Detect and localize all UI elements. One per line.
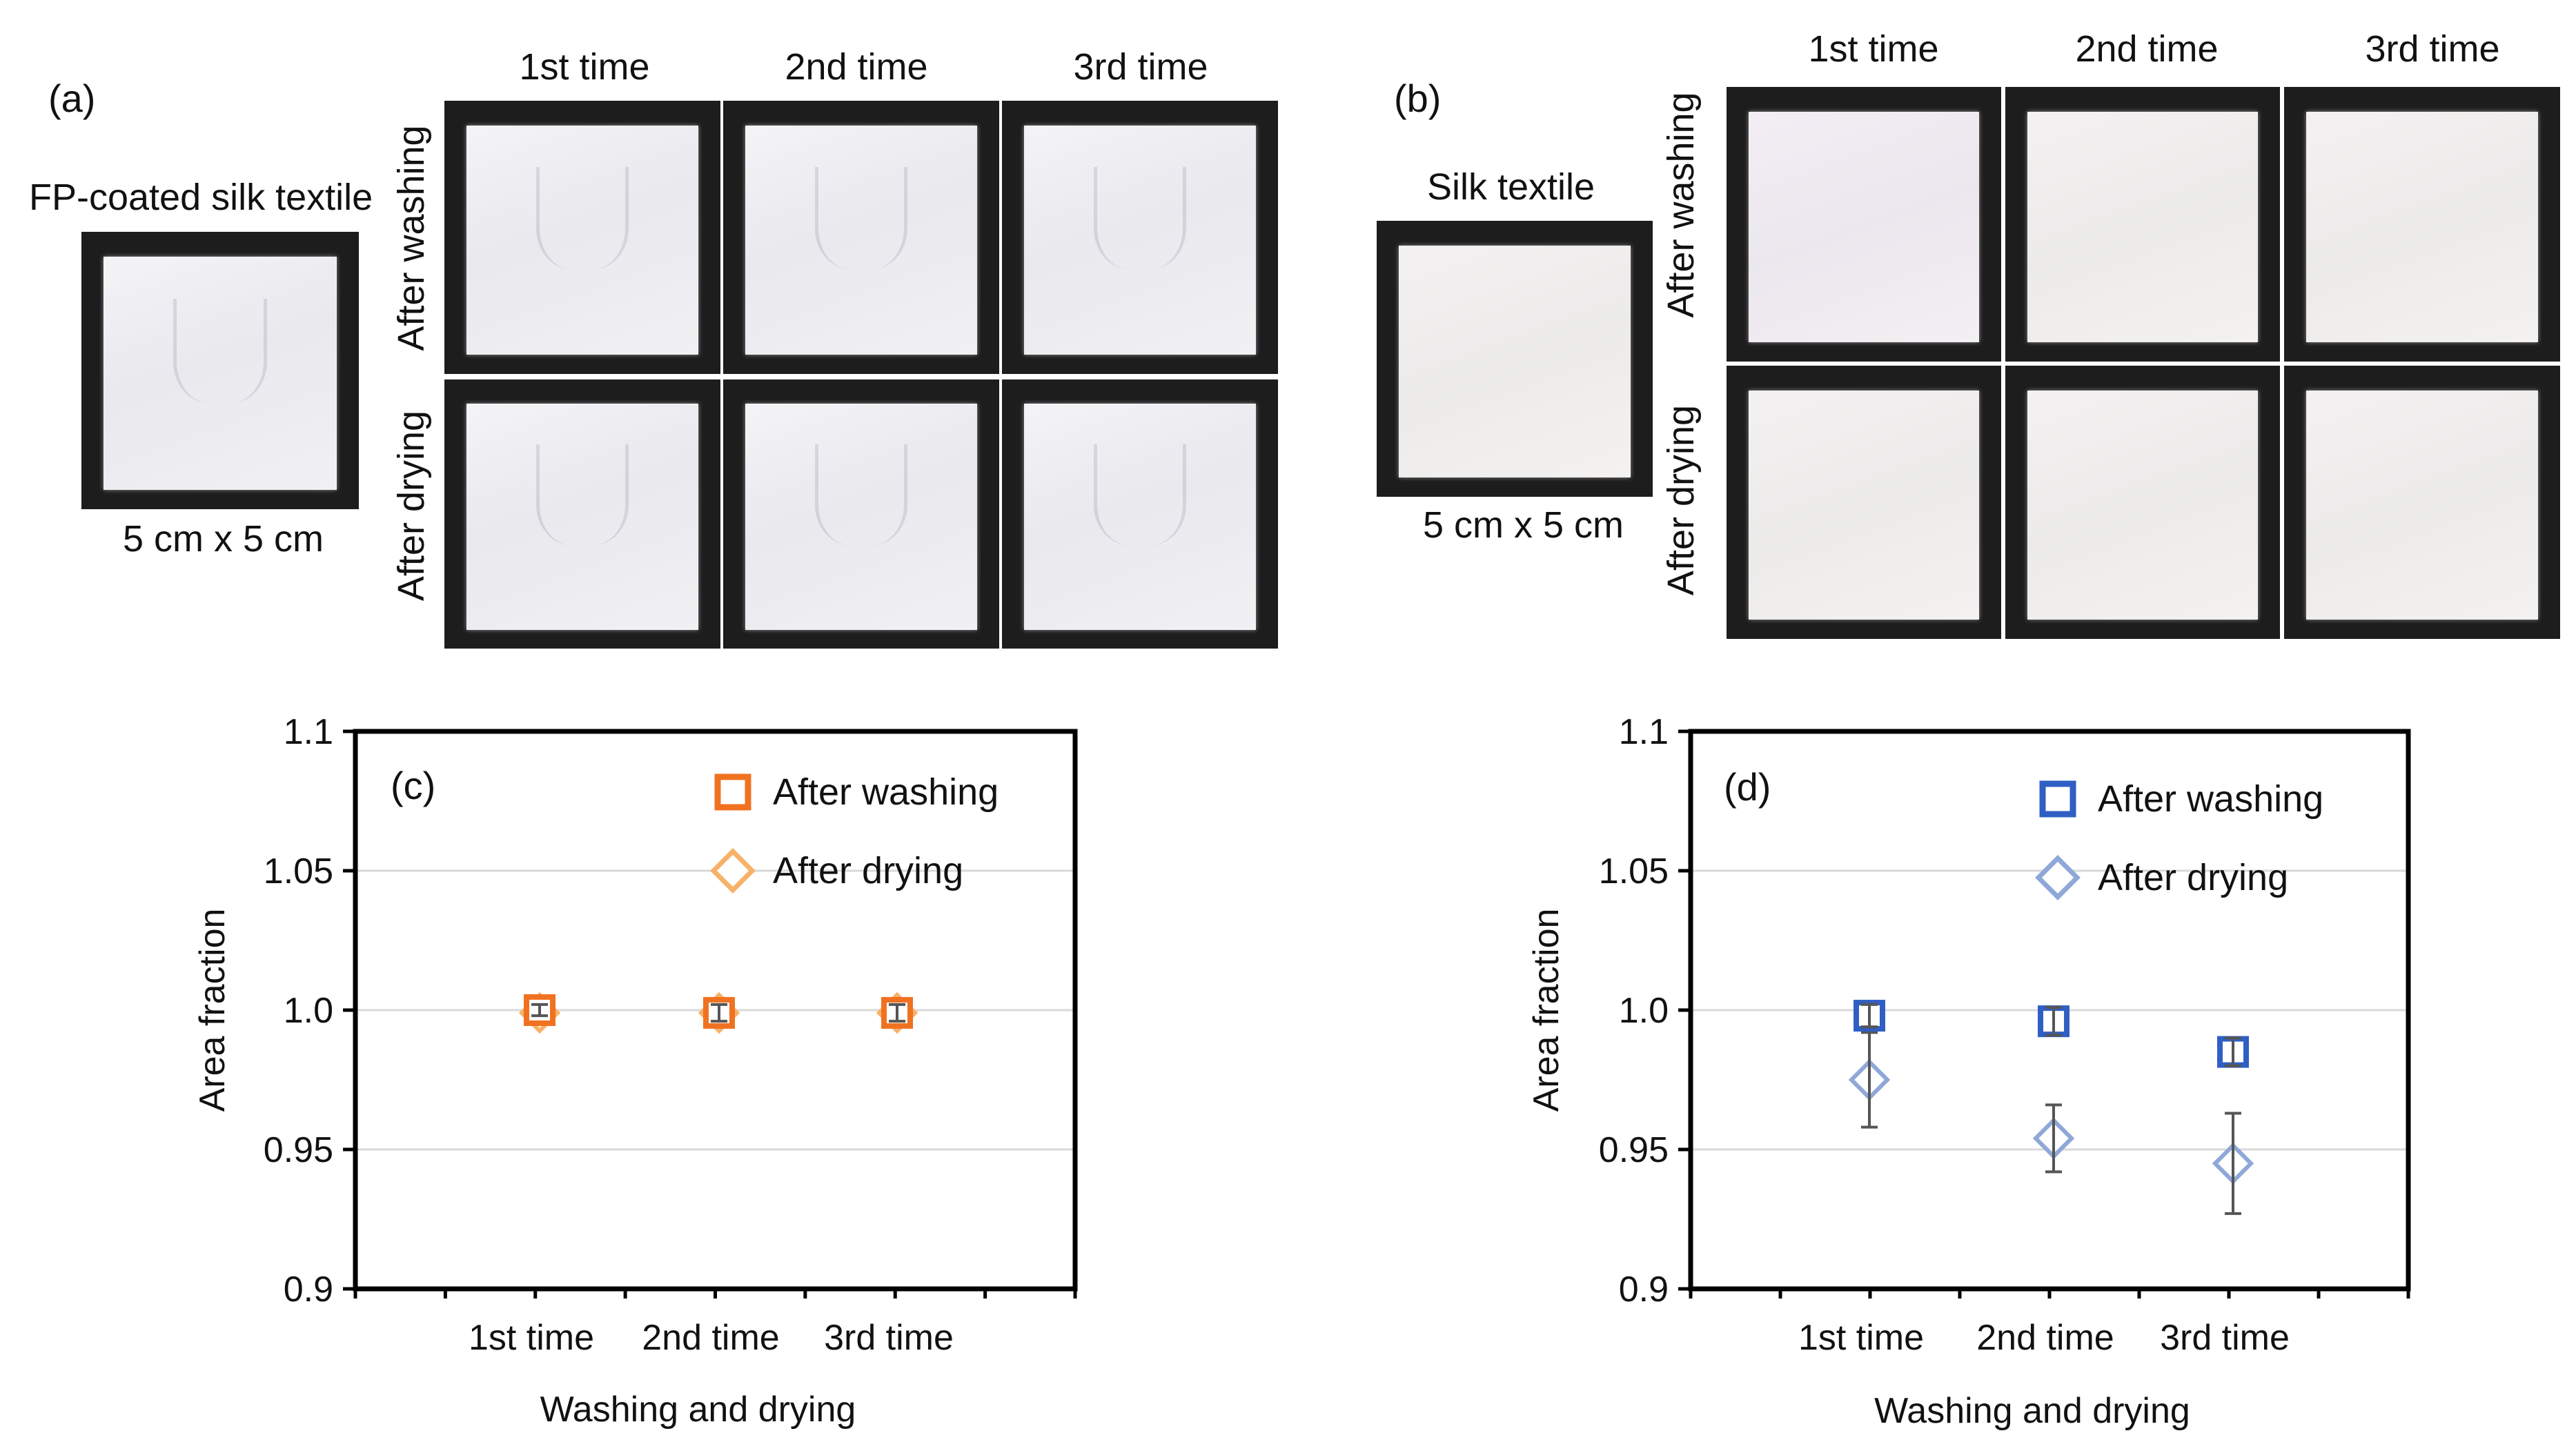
c-x-axis-label: Washing and drying <box>540 1390 856 1430</box>
panel-a-original-photo <box>81 232 359 509</box>
d-legend-square-icon <box>2039 780 2076 818</box>
panel-a-sample-title: FP-coated silk textile <box>29 177 373 218</box>
d-ytick-label-1: 0.95 <box>1599 1130 1669 1170</box>
panel-a-size-caption: 5 cm x 5 cm <box>123 518 324 560</box>
d-washing-point-1 <box>2038 1005 2069 1038</box>
panel-b-label: (b) <box>1394 77 1442 120</box>
d-legend-diamond-icon <box>2035 855 2081 900</box>
panel-a-col-1: 1st time <box>519 46 650 88</box>
panel-a-photo-washing-3 <box>1002 101 1278 374</box>
d-xtick-label-1: 2nd time <box>1976 1318 2114 1358</box>
c-legend-square-icon <box>714 773 751 811</box>
panel-b-photo-washing-3 <box>2284 87 2560 362</box>
d-ytick-label-4: 1.1 <box>1619 712 1669 752</box>
panel-a-col-2: 2nd time <box>785 46 928 88</box>
d-ytick-label-3: 1.05 <box>1599 851 1669 891</box>
panel-b-col-2: 2nd time <box>2075 28 2219 70</box>
c-ytick-label-0: 0.9 <box>284 1270 333 1310</box>
panel-b-original-photo <box>1377 221 1653 497</box>
panel-b-photo-drying-1 <box>1727 366 2001 639</box>
d-x-axis-label: Washing and drying <box>1874 1391 2190 1431</box>
panel-b-col-3: 3rd time <box>2365 28 2500 70</box>
panel-b-photo-washing-1 <box>1727 87 2001 362</box>
c-ytick-label-2: 1.0 <box>284 991 333 1031</box>
c-y-axis-label: Area fraction <box>193 909 233 1112</box>
c-washing-point-1 <box>703 997 735 1029</box>
panel-b-photo-washing-2 <box>2005 87 2280 362</box>
c-ytick-label-1: 0.95 <box>264 1130 333 1170</box>
d-panel-label: (d) <box>1724 765 1771 809</box>
panel-a-photo-washing-1 <box>444 101 720 374</box>
d-drying-point-2 <box>2212 1112 2254 1215</box>
c-washing-point-2 <box>881 997 913 1029</box>
d-drying-point-1 <box>2032 1103 2075 1174</box>
d-washing-point-0 <box>1854 1000 1885 1032</box>
panel-a-photo-drying-1 <box>444 379 720 649</box>
c-ytick-label-4: 1.1 <box>284 712 333 752</box>
d-ytick-label-0: 0.9 <box>1619 1270 1669 1310</box>
c-washing-marker-2 <box>881 997 913 1029</box>
chart-c: 0.9 0.95 1.0 1.05 1.1 1st time 2nd time 3rd tim… <box>193 712 1078 1430</box>
d-ytick-label-2: 1.0 <box>1619 991 1669 1031</box>
panel-a-col-3: 3rd time <box>1073 46 1208 88</box>
c-washing-point-0 <box>524 994 555 1026</box>
c-legend-drying: After drying <box>773 850 963 891</box>
c-washing-marker-0 <box>524 994 555 1026</box>
d-xtick-label-0: 1st time <box>1798 1318 1924 1358</box>
chart-d: 0.9 0.95 1.0 1.05 1.1 1st time 2nd time 3rd tim… <box>1526 712 2411 1431</box>
panel-b-sample-title: Silk textile <box>1427 166 1595 208</box>
panel-a-label: (a) <box>48 77 96 120</box>
panel-a-photo-drying-2 <box>723 379 999 649</box>
c-legend-diamond-icon <box>710 848 756 894</box>
c-xtick-label-1: 2nd time <box>642 1318 779 1358</box>
c-ytick-label-3: 1.05 <box>264 851 333 891</box>
c-legend-washing: After washing <box>773 771 999 813</box>
panel-a-photo-drying-3 <box>1002 379 1278 649</box>
panel-a-photo-washing-2 <box>723 101 999 374</box>
panel-b-size-caption: 5 cm x 5 cm <box>1423 504 1624 546</box>
panel-b-col-1: 1st time <box>1808 28 1939 70</box>
c-panel-label: (c) <box>391 764 435 807</box>
c-xtick-label-0: 1st time <box>469 1318 594 1358</box>
d-y-axis-label: Area fraction <box>1526 909 1566 1112</box>
d-washing-point-2 <box>2217 1036 2249 1068</box>
c-xtick-label-2: 3rd time <box>824 1318 954 1358</box>
d-xtick-label-2: 3rd time <box>2160 1318 2290 1358</box>
d-drying-point-0 <box>1848 1031 1891 1129</box>
panel-b-photo-drying-2 <box>2005 366 2280 639</box>
d-legend-drying: After drying <box>2098 857 2288 898</box>
d-legend-washing: After washing <box>2098 778 2323 820</box>
panel-b-photo-drying-3 <box>2284 366 2560 639</box>
